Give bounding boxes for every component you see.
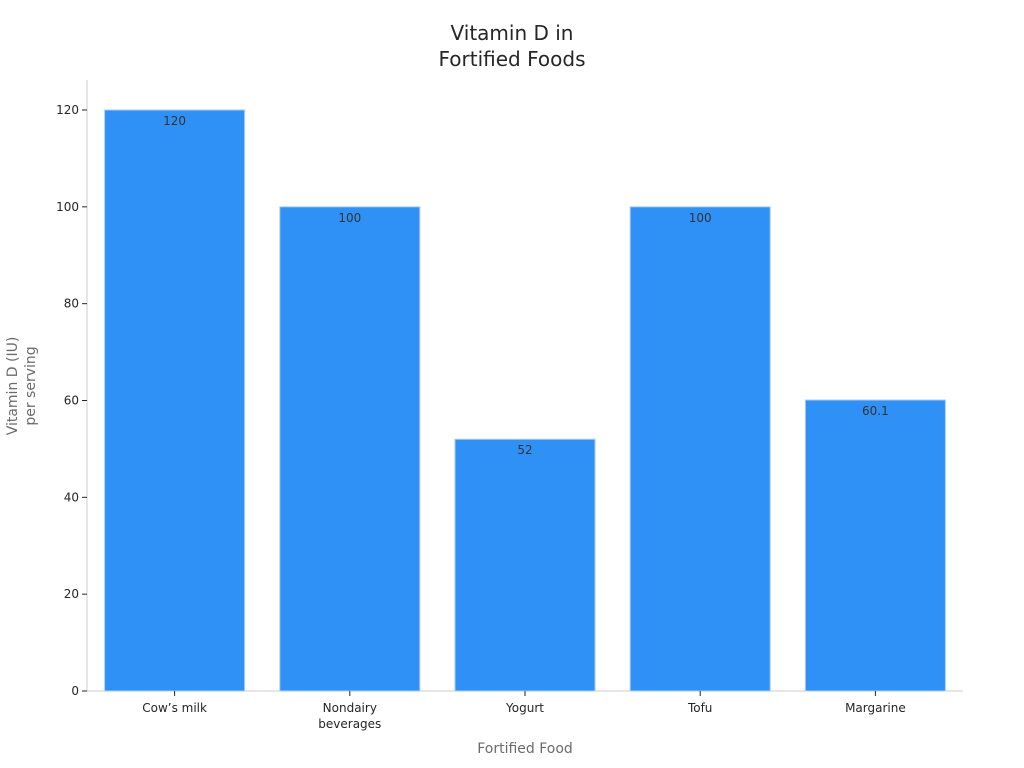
bar [804,399,946,692]
y-tick-label: 60 [64,394,79,408]
x-tick-label: Margarine [845,701,906,715]
chart-title-line-1: Vitamin D in [450,21,574,45]
bar-value-label: 60.1 [862,404,889,418]
bar [454,438,596,692]
bar [104,109,246,692]
x-tick-label: Tofu [687,701,712,715]
x-axis-label: Fortified Food [477,741,573,757]
chart-title-line-2: Fortified Foods [438,47,586,71]
x-tick-label: Yogurt [505,701,544,715]
y-tick-label: 0 [71,684,79,698]
x-tick-label: Cow’s milk [142,701,207,715]
y-tick-label: 120 [56,103,79,117]
x-tick-label: Nondairy [323,701,377,715]
bar-value-label: 120 [163,114,186,128]
y-tick-label: 20 [64,587,79,601]
bar-value-label: 100 [338,211,361,225]
y-tick-label: 40 [64,490,79,504]
bar-value-label: 52 [517,443,532,457]
bar-value-label: 100 [689,211,712,225]
x-tick-label: beverages [318,717,381,731]
chart-title: Vitamin D in Fortified Foods [0,20,1024,72]
bar [629,206,771,692]
bar [279,206,421,692]
y-tick-label: 100 [56,200,79,214]
y-tick-label: 80 [64,297,79,311]
